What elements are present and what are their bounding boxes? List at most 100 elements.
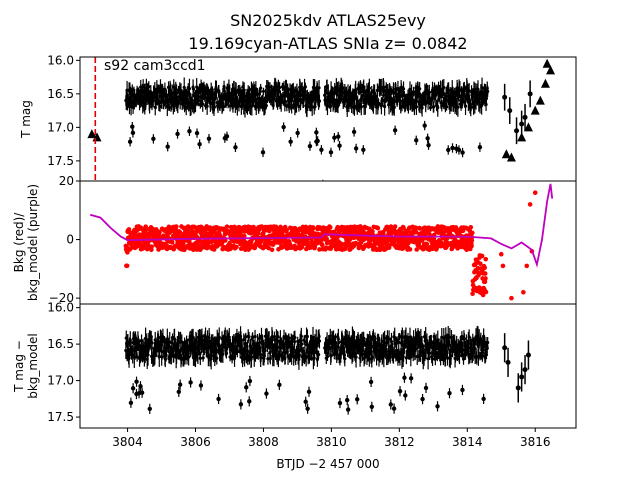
panel-middle: 20 0 −20 Bkg (red)/bkg_model (purple) <box>12 174 577 305</box>
data-point <box>426 142 431 148</box>
bkg-point <box>193 229 199 235</box>
data-point <box>281 124 286 130</box>
data-point <box>502 94 508 100</box>
data-point <box>414 105 419 109</box>
data-point <box>255 92 260 96</box>
y-axis-label: bkg_model (purple) <box>26 184 40 301</box>
data-point <box>293 336 297 340</box>
chart-subtitle: 19.169cyan-ATLAS SNIa z= 0.0842 <box>188 34 467 53</box>
bkg-point <box>211 247 217 252</box>
bkg-point <box>255 231 261 236</box>
data-point <box>135 355 139 359</box>
upper-limit-marker <box>540 78 550 88</box>
data-point <box>341 86 345 90</box>
y-tick-label: 16.0 <box>47 53 74 67</box>
data-point <box>425 339 429 343</box>
bkg-point <box>142 234 147 240</box>
data-point <box>361 147 366 152</box>
data-point <box>215 356 219 360</box>
bkg-point <box>532 190 538 196</box>
bkg-point <box>413 225 419 231</box>
bkg-point <box>470 230 475 236</box>
data-point <box>467 89 471 93</box>
data-point <box>214 348 219 352</box>
data-point <box>335 353 339 357</box>
bkg-point <box>124 263 130 269</box>
data-point <box>317 339 322 343</box>
data-point <box>367 357 371 361</box>
data-point <box>418 87 422 91</box>
bkg-point <box>386 245 392 250</box>
data-point <box>408 87 412 91</box>
data-point <box>290 105 294 110</box>
bkg-point <box>347 237 353 242</box>
bkg-point <box>269 247 275 253</box>
data-point <box>425 136 430 141</box>
data-point <box>266 357 270 361</box>
data-point <box>187 87 192 91</box>
plot-area <box>89 183 554 301</box>
bkg-point <box>252 245 258 251</box>
data-point <box>272 354 276 358</box>
data-point <box>247 335 251 339</box>
bkg-point <box>149 244 154 250</box>
data-point <box>290 337 294 341</box>
data-point <box>401 87 406 91</box>
bkg-point <box>157 229 162 235</box>
bkg-point <box>251 224 256 230</box>
data-point <box>224 102 228 107</box>
y-axis-label: T mag <box>19 100 33 139</box>
data-point <box>314 130 319 135</box>
bkg-point <box>319 242 325 248</box>
data-point <box>127 139 133 144</box>
data-point <box>367 86 371 90</box>
data-point <box>172 354 176 358</box>
upper-limit-marker <box>506 152 516 162</box>
data-point <box>456 105 460 109</box>
data-point <box>150 341 154 345</box>
data-point <box>462 337 466 341</box>
data-point <box>450 145 455 151</box>
data-point <box>217 89 221 93</box>
data-point <box>514 128 520 134</box>
bkg-point <box>447 230 453 236</box>
data-point <box>165 144 170 149</box>
upper-limit-marker <box>535 95 545 105</box>
data-point <box>206 136 212 141</box>
bkg-point <box>284 227 290 233</box>
data-point <box>446 147 451 153</box>
data-point <box>469 105 473 109</box>
data-point <box>317 352 321 357</box>
data-point <box>395 338 399 342</box>
y-tick-label: 17.0 <box>47 120 74 134</box>
upper-limit-marker <box>523 122 533 132</box>
data-point <box>307 143 313 149</box>
data-point <box>337 340 341 345</box>
data-point <box>270 338 274 342</box>
data-point <box>353 146 359 151</box>
upper-limit-marker <box>530 105 540 115</box>
bkg-point <box>435 224 441 229</box>
bkg-point <box>392 224 398 229</box>
data-point <box>287 105 291 109</box>
data-point <box>201 102 205 106</box>
bkg-point <box>424 241 430 247</box>
data-point <box>224 134 230 139</box>
data-point <box>279 346 283 350</box>
data-point <box>209 357 213 361</box>
data-point <box>292 94 297 98</box>
data-point <box>131 353 135 357</box>
bkg-point <box>482 265 487 271</box>
data-point <box>259 356 263 360</box>
data-point <box>242 94 247 99</box>
data-point <box>303 340 307 344</box>
bkg-point <box>524 263 530 269</box>
data-point <box>383 336 387 340</box>
data-point <box>343 357 347 361</box>
panel-top: 16.0 16.5 17.0 17.5 T mag <box>19 53 577 182</box>
data-point <box>194 339 198 343</box>
upper-limit-marker <box>542 58 552 68</box>
bkg-point <box>483 256 489 262</box>
